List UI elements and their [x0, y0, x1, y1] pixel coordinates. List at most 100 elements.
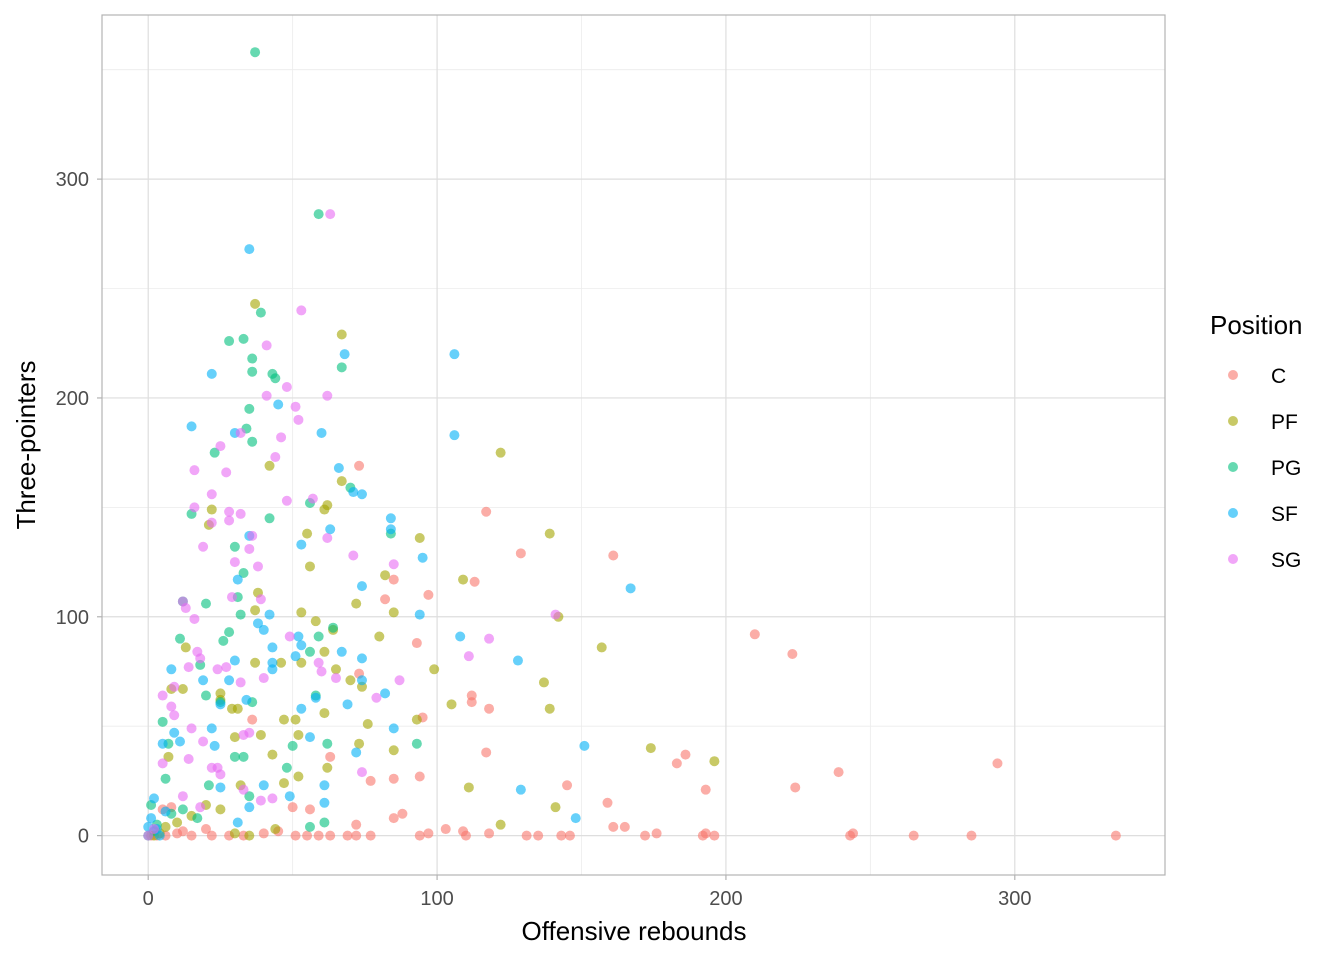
point-c — [397, 808, 408, 819]
point-pf — [336, 329, 347, 340]
point-sg — [244, 543, 255, 554]
point-sf — [356, 581, 367, 592]
point-sg — [255, 795, 266, 806]
point-sg — [226, 592, 237, 603]
point-pf — [255, 729, 266, 740]
point-c — [414, 771, 425, 782]
y-tick-label: 100 — [56, 607, 89, 629]
point-sg — [189, 502, 200, 513]
point-c — [325, 751, 336, 762]
point-sg — [255, 594, 266, 605]
point-sg — [247, 530, 258, 541]
point-c — [845, 830, 856, 841]
point-c — [440, 824, 451, 835]
point-pf — [276, 657, 287, 668]
point-sg — [221, 662, 232, 673]
point-c — [533, 830, 544, 841]
point-pf — [458, 574, 469, 585]
point-sf — [579, 740, 590, 751]
point-sf — [284, 791, 295, 802]
point-pg — [238, 333, 249, 344]
point-c — [697, 830, 708, 841]
point-sg — [189, 613, 200, 624]
point-pf — [264, 460, 275, 471]
point-c — [458, 826, 469, 837]
point-sg — [322, 390, 333, 401]
point-pf — [709, 756, 720, 767]
point-sf — [258, 624, 269, 635]
point-c — [1110, 830, 1121, 841]
point-c — [651, 828, 662, 839]
point-pg — [224, 627, 235, 638]
point-c — [564, 830, 575, 841]
point-sf — [267, 664, 278, 675]
grid-lines — [102, 15, 1165, 875]
point-pg — [177, 804, 188, 815]
y-tick-label: 200 — [56, 388, 89, 410]
point-pg — [244, 791, 255, 802]
point-pf — [544, 528, 555, 539]
point-pg — [247, 436, 258, 447]
point-pg — [322, 738, 333, 749]
point-sf — [356, 489, 367, 500]
point-sg — [348, 550, 359, 561]
point-sg — [394, 675, 405, 686]
point-pg — [229, 541, 240, 552]
point-sg — [484, 633, 495, 644]
point-c — [562, 780, 573, 791]
point-pf — [177, 683, 188, 694]
point-sg — [322, 533, 333, 544]
point-pg — [229, 751, 240, 762]
point-pf — [244, 830, 255, 841]
point-sf — [356, 653, 367, 664]
point-sg — [235, 677, 246, 688]
point-sg — [270, 452, 281, 463]
point-sg — [189, 465, 200, 476]
point-pg — [200, 598, 211, 609]
point-sf — [209, 740, 220, 751]
point-sg — [267, 793, 278, 804]
point-sg — [293, 414, 304, 425]
point-c — [206, 830, 217, 841]
point-sg — [215, 441, 226, 452]
point-c — [351, 819, 362, 830]
legend-title: Position — [1210, 310, 1303, 340]
point-c — [515, 548, 526, 559]
point-pf — [336, 476, 347, 487]
point-sg — [238, 729, 249, 740]
point-c — [484, 703, 495, 714]
point-sg — [388, 559, 399, 570]
point-c — [908, 830, 919, 841]
legend-key-sf — [1228, 508, 1238, 518]
point-sg — [238, 784, 249, 795]
point-sg — [330, 673, 341, 684]
point-sg — [180, 603, 191, 614]
point-sf — [570, 813, 581, 824]
point-pf — [290, 714, 301, 725]
point-c — [388, 574, 399, 585]
point-sg — [206, 489, 217, 500]
point-sf — [515, 784, 526, 795]
axis-ticks: 0 100 200 300 0 100 200 300 — [56, 169, 1032, 910]
point-sf — [244, 802, 255, 813]
point-sf — [310, 692, 321, 703]
point-pg — [224, 336, 235, 347]
point-sf — [174, 736, 185, 747]
point-sf — [417, 552, 428, 563]
point-sf — [273, 399, 284, 410]
point-sf — [348, 487, 359, 498]
point-c — [992, 758, 1003, 769]
point-sf — [319, 797, 330, 808]
point-pf — [495, 819, 506, 830]
point-sg — [198, 541, 209, 552]
point-sf — [290, 651, 301, 662]
point-pf — [345, 675, 356, 686]
data-points — [143, 47, 1121, 841]
point-pf — [160, 821, 171, 832]
point-sg — [325, 209, 336, 220]
point-pf — [293, 729, 304, 740]
legend-label-pg: PG — [1271, 457, 1301, 480]
point-pg — [255, 307, 266, 318]
point-sg — [550, 609, 561, 620]
